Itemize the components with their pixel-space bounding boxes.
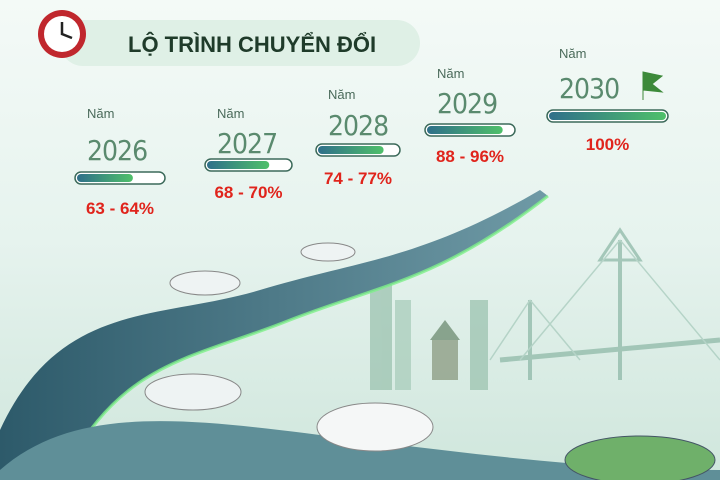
range: 88 - 96% — [436, 147, 504, 166]
range: 100% — [586, 135, 629, 154]
title: LỘ TRÌNH CHUYỂN ĐỔI — [128, 32, 376, 57]
flag — [642, 71, 664, 100]
year: 2030 — [559, 72, 619, 105]
title-badge: LỘ TRÌNH CHUYỂN ĐỔI — [38, 10, 420, 66]
range: 68 - 70% — [214, 183, 282, 202]
road — [0, 190, 548, 480]
year: 2027 — [217, 127, 277, 160]
milestones: Năm 2026 63 - 64% Năm 2027 68 - 70% Năm 2028 74 … — [74, 46, 669, 218]
year: 2026 — [87, 134, 147, 167]
range: 63 - 64% — [86, 199, 154, 218]
year-label: Năm — [559, 46, 586, 61]
cars — [144, 242, 716, 480]
progress-fill — [549, 112, 666, 120]
year: 2028 — [328, 109, 388, 142]
progress-fill — [318, 146, 384, 154]
year: 2029 — [437, 87, 497, 120]
year-label: Năm — [87, 106, 114, 121]
road-light — [58, 194, 549, 480]
progress-fill — [207, 161, 270, 169]
progress-fill — [77, 174, 133, 182]
year-label: Năm — [328, 87, 355, 102]
scenery — [370, 227, 720, 390]
progress-fill — [427, 126, 503, 134]
range: 74 - 77% — [324, 169, 392, 188]
year-label: Năm — [217, 106, 244, 121]
year-label: Năm — [437, 66, 464, 81]
